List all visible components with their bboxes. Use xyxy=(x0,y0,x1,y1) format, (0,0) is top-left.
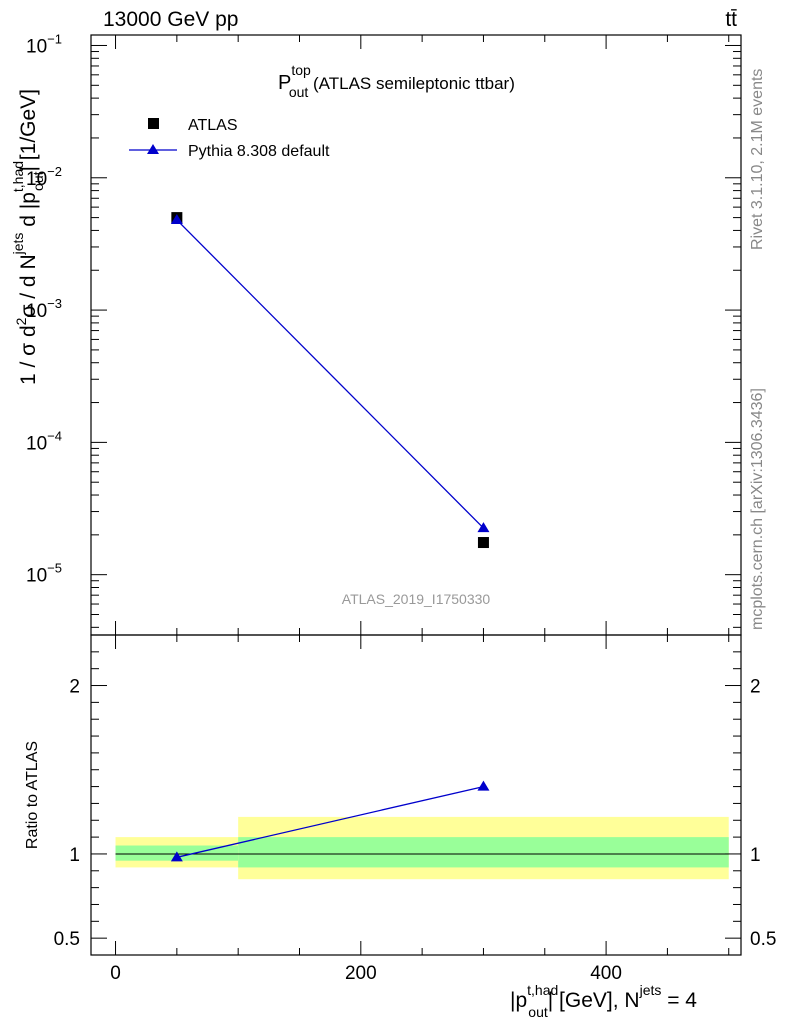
ratio-panel-frame xyxy=(90,634,742,956)
header-energy-label: 13000 GeV pp xyxy=(103,8,238,31)
plot-title: Ptop out (ATLAS semileptonic ttbar) xyxy=(278,62,515,100)
pythia-line xyxy=(176,219,484,529)
pythia-point xyxy=(170,213,183,224)
main-series xyxy=(170,212,490,549)
legend-atlas-label: ATLAS xyxy=(188,117,238,134)
rivet-version-label: Rivet 3.1.10, 2.1M events xyxy=(749,69,766,250)
main-ytick-label: 10−4 xyxy=(26,428,62,454)
ratio-y-axis: 0.5 0.5 1 1 2 2 xyxy=(54,651,776,950)
ratio-ytick-label-left: 0.5 xyxy=(54,929,80,950)
title-subscript: out xyxy=(289,84,309,100)
analysis-watermark: ATLAS_2019_I1750330 xyxy=(342,591,491,607)
ratio-ytick-label-right: 1 xyxy=(750,845,761,866)
xtick-label: 0 xyxy=(110,963,121,984)
main-ytick-label: 10−3 xyxy=(26,296,62,322)
ratio-ytick-label-right: 0.5 xyxy=(750,929,776,950)
pythia-point xyxy=(477,522,490,533)
ratio-series xyxy=(170,780,490,862)
title-rest: (ATLAS semileptonic ttbar) xyxy=(308,74,515,93)
title-superscript: top xyxy=(291,62,311,78)
main-y-axis: 10−1 10−2 10−3 10−4 10−5 xyxy=(26,31,741,628)
ratio-ytick-label-left: 2 xyxy=(69,677,80,698)
main-ytick-label: 10−5 xyxy=(26,561,62,587)
legend-pythia-marker xyxy=(147,144,159,154)
mcplots-label: mcplots.cern.ch [arXiv:1306.3436] xyxy=(749,388,766,630)
pythia-ratio-line xyxy=(176,785,484,858)
ratio-y-axis-label: Ratio to ATLAS xyxy=(24,741,41,849)
ratio-ytick-label-left: 1 xyxy=(69,845,80,866)
uncertainty-bands xyxy=(115,816,729,880)
legend: ATLAS Pythia 8.308 default xyxy=(129,117,330,160)
title-main: P xyxy=(278,72,291,94)
ratio-ytick-label-right: 2 xyxy=(750,677,761,698)
xtick-label: 200 xyxy=(345,963,377,984)
main-ytick-label: 10−1 xyxy=(26,31,62,57)
x-axis: 0 200 400 xyxy=(110,35,730,984)
legend-pythia-label: Pythia 8.308 default xyxy=(188,143,330,160)
band-inner-1 xyxy=(238,837,729,868)
pythia-ratio-point xyxy=(477,780,490,791)
xtick-label: 400 xyxy=(590,963,622,984)
header-process-label: tt̄ xyxy=(725,8,737,31)
main-y-axis-label: 1 / σ d2σ / d Njets d |pt,had out| [1/GeV… xyxy=(10,89,46,385)
main-ytick-label: 10−2 xyxy=(26,164,62,190)
atlas-point xyxy=(477,537,489,549)
pythia-ratio-point xyxy=(170,851,183,862)
legend-atlas-marker xyxy=(148,118,159,129)
x-axis-label: |pt,had out| [GeV], Njets = 4 xyxy=(510,982,697,1020)
